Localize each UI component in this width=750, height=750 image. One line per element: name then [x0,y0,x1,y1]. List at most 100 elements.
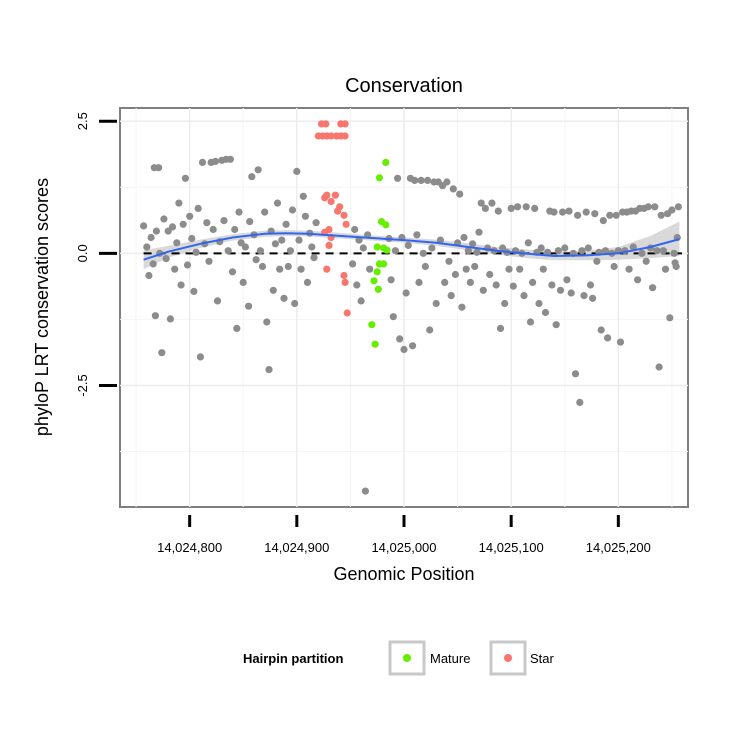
score-point [544,248,552,256]
score-point [649,284,657,292]
score-point [597,326,605,334]
legend: Hairpin partition Mature Star [243,640,555,676]
score-point [282,220,290,228]
score-point [670,249,678,257]
score-point [181,174,189,182]
score-point [226,155,234,163]
score-point [421,262,429,271]
score-point [486,270,494,279]
chart-title: Conservation [345,75,463,97]
score-point [171,265,179,273]
smooth-fit-line [143,232,680,261]
score-point [475,228,483,236]
score-point [535,299,543,308]
legend-title: Hairpin partition [243,651,343,666]
score-point [604,334,612,342]
score-point [479,286,487,294]
score-point [351,225,359,234]
mature-point [382,158,390,166]
mature-point [370,277,378,285]
mature-point [373,243,381,251]
score-point [531,204,539,212]
score-point [233,324,241,332]
score-point [402,289,410,297]
score-point [205,257,213,265]
score-point [411,176,419,184]
x-tick-label: 14,025,200 [586,540,651,555]
score-point [235,208,243,216]
score-point [355,236,363,244]
score-point [280,294,288,302]
score-point [192,248,200,256]
score-point [526,318,535,326]
score-point [155,164,163,172]
score-point [228,268,237,276]
score-point [269,286,277,294]
score-point [186,212,194,220]
score-point [209,225,217,234]
legend-key-point [403,654,411,662]
score-point [441,278,449,286]
score-point [265,366,273,374]
score-point [359,244,367,252]
score-point [160,215,168,223]
score-point [389,313,397,321]
score-point [276,265,284,273]
score-point [252,256,260,264]
score-point [520,292,528,300]
score-point [541,308,550,317]
mature-point [371,340,379,348]
x-axis-title: Genomic Position [333,564,474,584]
score-point [419,249,427,257]
star-point [322,120,330,128]
y-tick-label: -2.5 [75,374,90,396]
mature-point [380,260,388,268]
score-point [196,353,204,361]
score-point [273,199,282,207]
score-point [149,260,157,268]
score-point [638,249,646,257]
score-point [447,292,455,300]
score-point [158,349,166,357]
score-point [211,157,219,165]
score-point [364,231,372,239]
score-point [168,223,177,231]
star-point [321,194,329,202]
x-axis: 14,024,800 14,024,900 14,025,000 14,025,100… [157,515,651,555]
score-point [175,199,183,207]
y-tick-label: 0.0 [75,244,90,262]
x-tick-label: 14,024,900 [264,540,329,555]
score-point [458,303,466,311]
score-point [524,239,532,247]
score-point [145,271,153,280]
score-point [394,174,402,182]
score-point [481,204,489,212]
score-point [548,281,556,289]
score-point [584,244,592,252]
score-point [391,247,399,255]
score-point [297,265,305,273]
score-point [445,257,453,265]
score-point [571,370,580,378]
score-point [514,203,522,211]
score-point [567,289,575,297]
score-point [299,192,307,200]
score-point [246,218,254,226]
score-point [492,281,500,289]
score-point [589,294,597,302]
score-point [417,176,425,184]
score-point [599,217,607,225]
star-point [343,309,351,317]
score-point [629,243,637,251]
score-point [366,265,374,273]
score-point [256,247,264,255]
score-point [539,265,547,273]
score-point [183,261,192,269]
score-point [449,185,457,193]
x-tick-label: 14,025,100 [479,540,544,555]
score-point [661,265,670,273]
score-point [258,262,267,271]
score-point [173,239,181,247]
